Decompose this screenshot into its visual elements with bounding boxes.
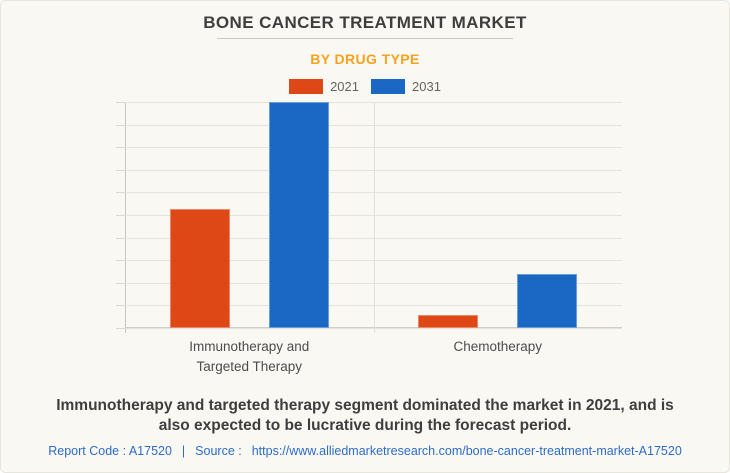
category-label: Immunotherapy and Targeted Therapy (189, 339, 310, 374)
y-axis-tick (116, 169, 125, 171)
y-axis-tick (116, 147, 125, 149)
legend-item-2031: 2031 (371, 79, 441, 94)
y-axis-tick (116, 305, 125, 307)
y-axis-tick (116, 192, 125, 194)
bar-2021-chemotherapy[interactable] (418, 314, 479, 328)
y-axis-tick (116, 328, 125, 329)
y-axis-tick (116, 260, 125, 262)
title-divider (217, 38, 513, 39)
source-url-link[interactable]: https://www.alliedmarketresearch.com/bon… (251, 444, 682, 458)
category-label: Chemotherapy (453, 339, 543, 354)
legend-label-2031: 2031 (412, 79, 441, 94)
y-axis-tick (116, 102, 125, 103)
legend-swatch-2031 (371, 79, 405, 94)
y-axis-tick (116, 124, 125, 126)
bar-2021-immunotherapy-and-targeted-therapy[interactable] (169, 209, 230, 328)
plot-area (116, 102, 622, 333)
category-boundary-line (373, 102, 375, 333)
source-label: Source : (195, 444, 242, 458)
report-code: Report Code : A17520 (48, 444, 172, 458)
page-title: BONE CANCER TREATMENT MARKET (203, 13, 527, 32)
summary-text: Immunotherapy and targeted therapy segme… (56, 397, 674, 434)
chart-subtitle: BY DRUG TYPE (310, 51, 420, 67)
bar-2031-chemotherapy[interactable] (517, 273, 578, 328)
y-axis-tick (116, 282, 125, 284)
y-axis-tick (116, 215, 125, 216)
x-axis-category-labels: Immunotherapy and Targeted Therapy Chemot… (125, 337, 622, 379)
footer-separator: | (181, 444, 186, 458)
legend-item-2021: 2021 (289, 79, 359, 94)
chart-legend: 2021 2031 (1, 79, 729, 94)
bar-2031-immunotherapy-and-targeted-therapy[interactable] (268, 102, 329, 328)
legend-label-2021: 2021 (330, 79, 359, 94)
y-axis-tick (116, 237, 125, 239)
y-axis-line (125, 102, 126, 333)
footer: Report Code : A17520 | Source : https://… (1, 444, 729, 458)
legend-swatch-2021 (289, 79, 324, 94)
